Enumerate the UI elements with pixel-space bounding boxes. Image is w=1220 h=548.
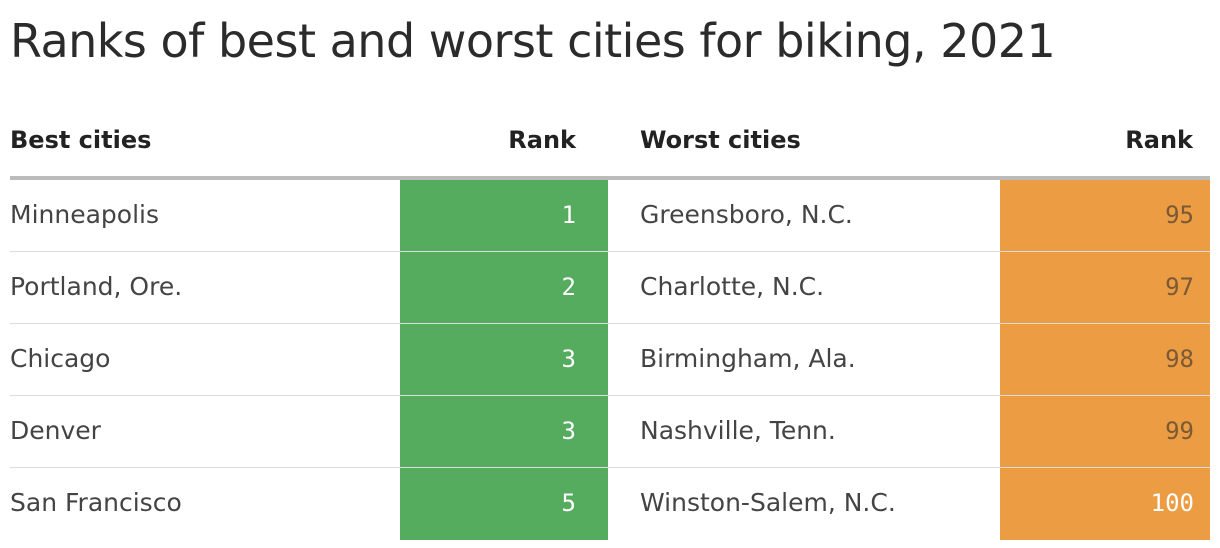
row-divider (10, 467, 1210, 468)
best-rank-cell: 5 (400, 468, 608, 540)
chart-title: Ranks of best and worst cities for bikin… (10, 14, 1056, 68)
worst-rank-cell: 95 (1000, 180, 1210, 252)
best-rank-cell: 3 (400, 324, 608, 396)
best-city-cell: Chicago (10, 344, 111, 373)
best-rank-cell: 2 (400, 252, 608, 324)
best-city-cell: Denver (10, 416, 101, 445)
worst-rank-cell: 97 (1000, 252, 1210, 324)
worst-rank-cell: 98 (1000, 324, 1210, 396)
table-row: Minneapolis 1 Greensboro, N.C. 95 (10, 180, 1210, 252)
header-best-rank: Rank (508, 126, 576, 154)
row-divider (10, 323, 1210, 324)
worst-city-cell: Nashville, Tenn. (640, 416, 836, 445)
table-body: Minneapolis 1 Greensboro, N.C. 95 Portland, … (10, 180, 1210, 540)
table-row: Chicago 3 Birmingham, Ala. 98 (10, 324, 1210, 396)
best-city-cell: San Francisco (10, 488, 182, 517)
best-rank-cell: 1 (400, 180, 608, 252)
best-city-cell: Minneapolis (10, 200, 159, 229)
table-row: Denver 3 Nashville, Tenn. 99 (10, 396, 1210, 468)
worst-city-cell: Greensboro, N.C. (640, 200, 853, 229)
worst-city-cell: Birmingham, Ala. (640, 344, 856, 373)
worst-city-cell: Charlotte, N.C. (640, 272, 825, 301)
table-header: Best cities Rank Worst cities Rank (10, 108, 1210, 180)
header-best-cities: Best cities (10, 126, 152, 154)
row-divider (10, 251, 1210, 252)
worst-rank-cell: 99 (1000, 396, 1210, 468)
row-divider (10, 395, 1210, 396)
table-row: Portland, Ore. 2 Charlotte, N.C. 97 (10, 252, 1210, 324)
header-worst-cities: Worst cities (640, 126, 801, 154)
table-row: San Francisco 5 Winston-Salem, N.C. 100 (10, 468, 1210, 540)
best-rank-cell: 3 (400, 396, 608, 468)
worst-city-cell: Winston-Salem, N.C. (640, 488, 896, 517)
worst-rank-cell: 100 (1000, 468, 1210, 540)
header-worst-rank: Rank (1125, 126, 1193, 154)
best-city-cell: Portland, Ore. (10, 272, 183, 301)
ranks-table: Best cities Rank Worst cities Rank Minne… (10, 108, 1210, 540)
